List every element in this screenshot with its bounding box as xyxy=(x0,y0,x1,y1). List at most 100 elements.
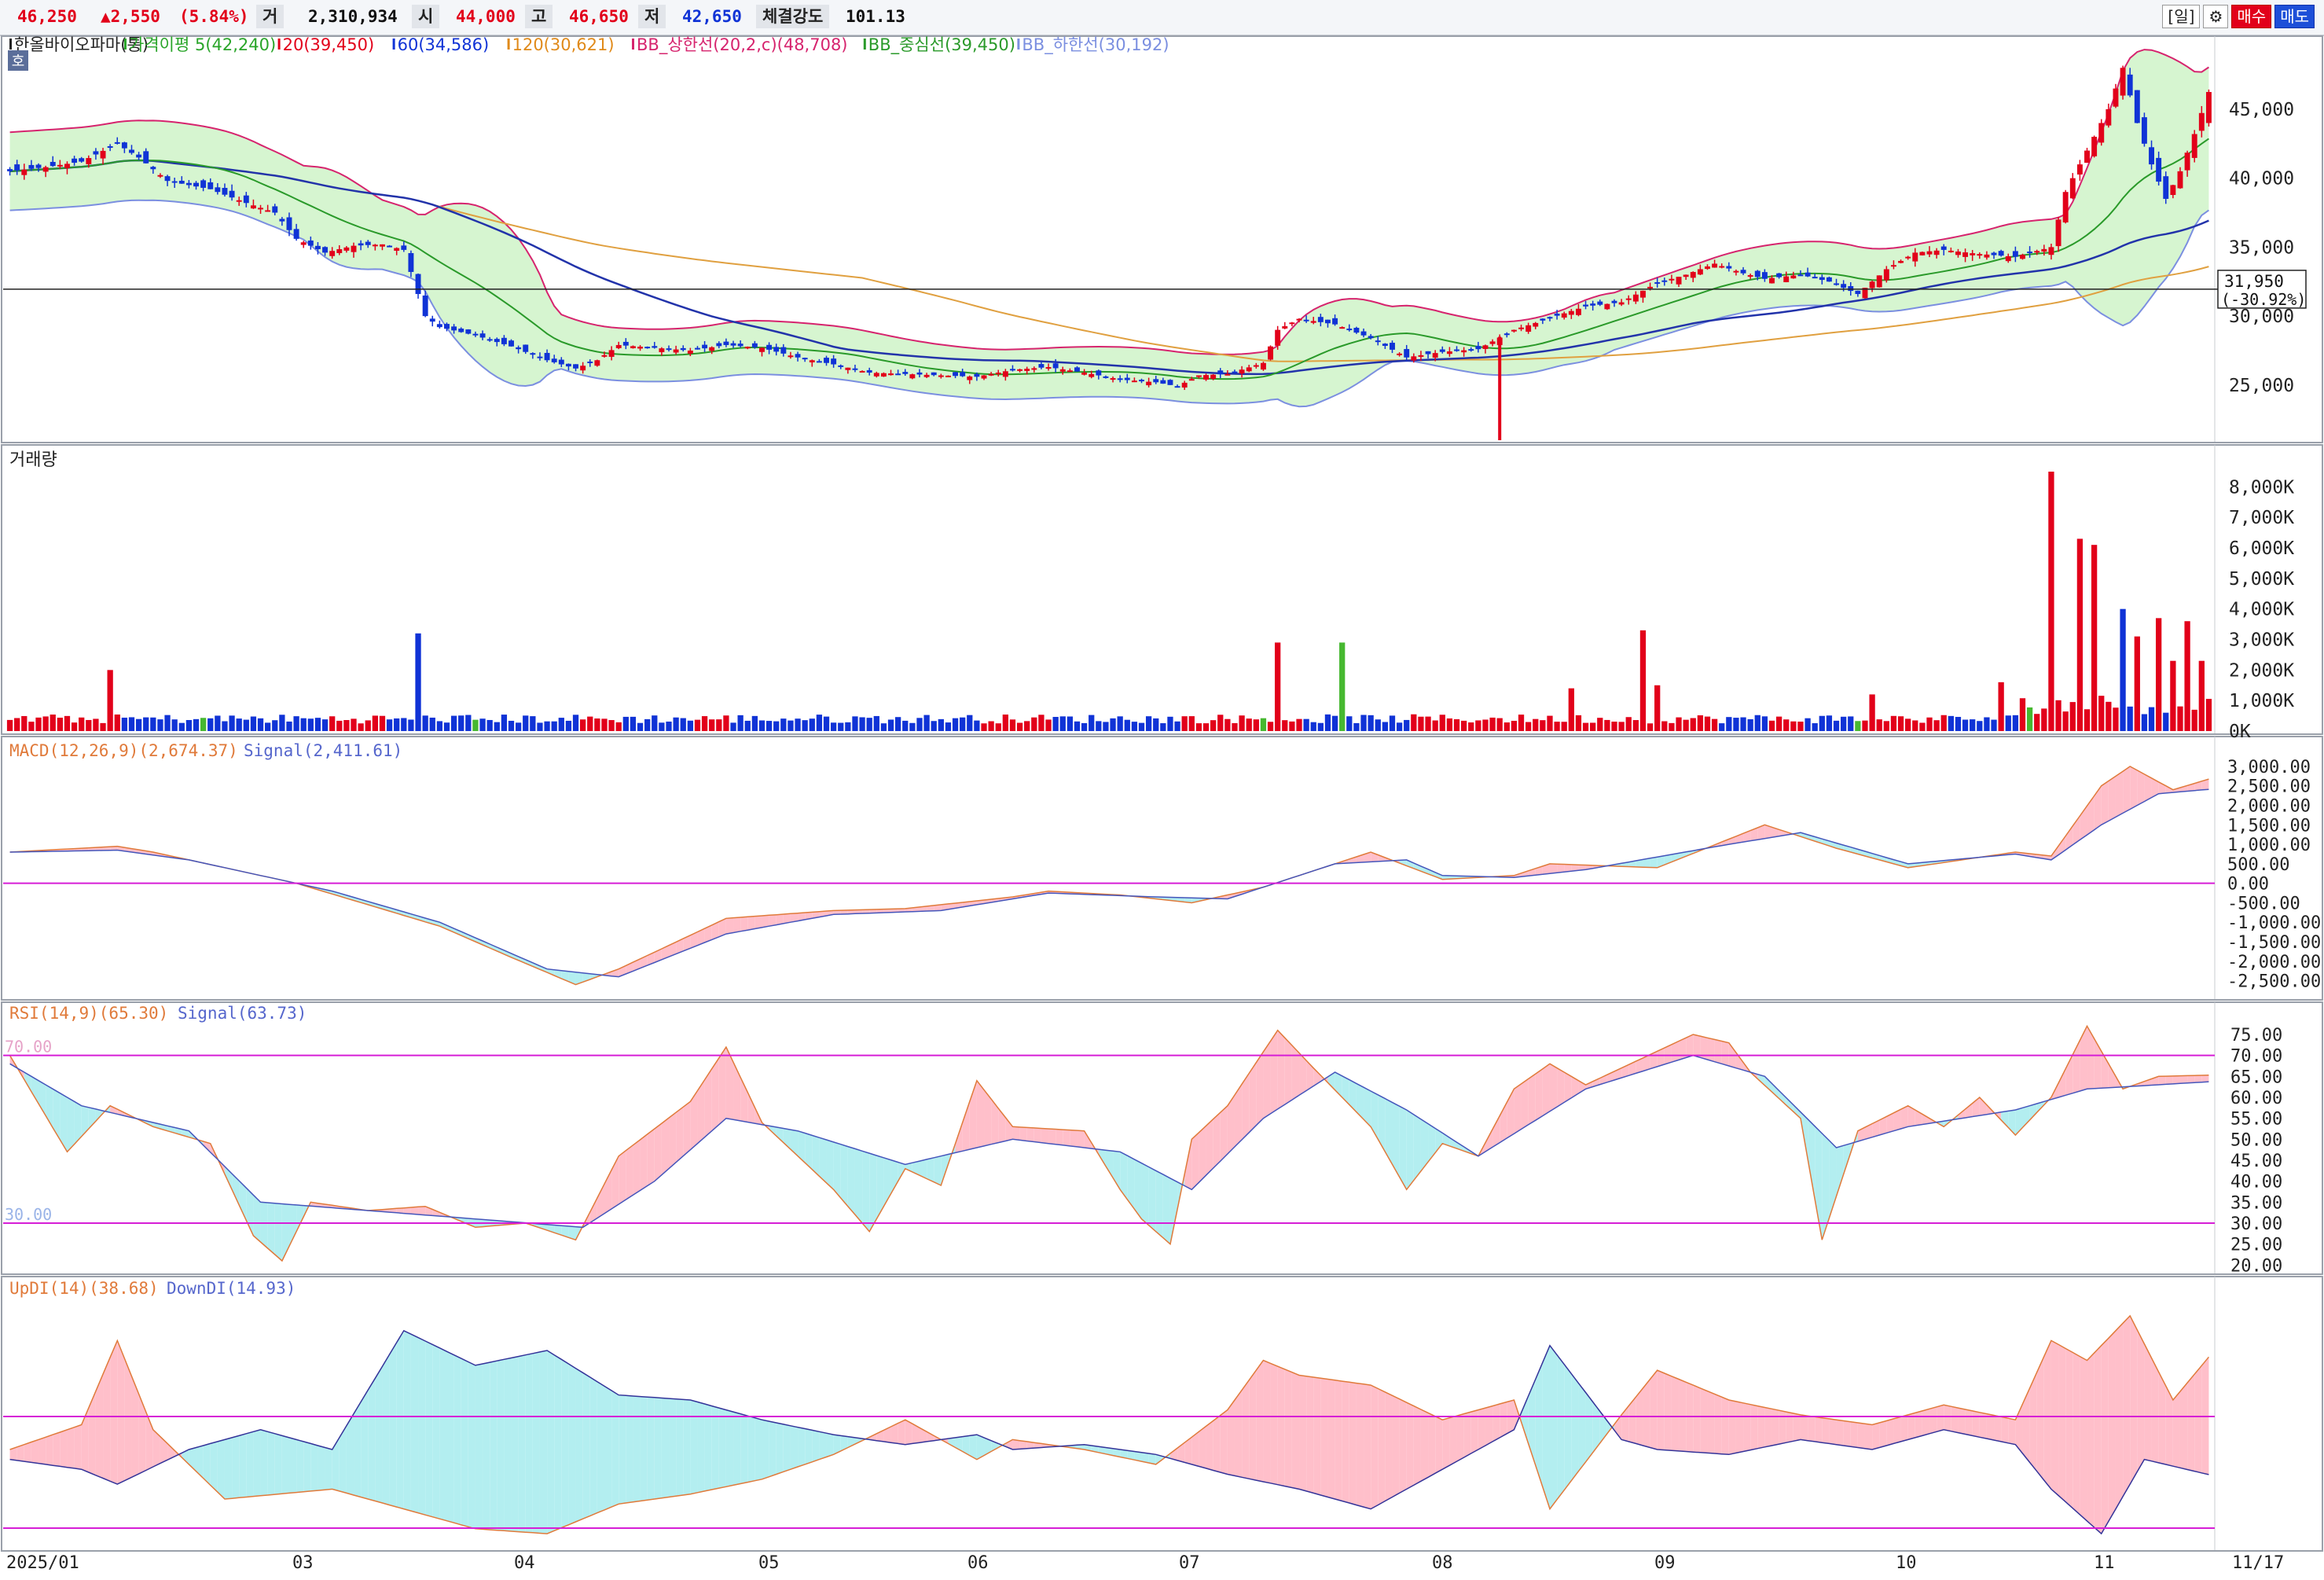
macd-histogram-area xyxy=(439,922,447,930)
macd-histogram-area xyxy=(798,913,806,921)
dmi-area xyxy=(1786,1412,1793,1443)
dmi-area xyxy=(1206,1420,1213,1471)
stock-chart[interactable]: 45,000 40,000 35,000 30,000 25,000 31,950 (-… xyxy=(0,35,2324,1552)
dmi-area xyxy=(1514,1400,1522,1430)
period-day-button[interactable]: [일] xyxy=(2162,5,2201,28)
macd-histogram-area xyxy=(2115,771,2124,818)
rsi-area xyxy=(919,1159,927,1179)
volume-bar xyxy=(1998,682,2004,731)
dmi-area xyxy=(812,1430,820,1462)
rsi-area xyxy=(1735,1053,1744,1071)
volume-bar xyxy=(429,717,435,731)
macd-histogram-area xyxy=(1378,854,1386,862)
volume-bar xyxy=(1618,722,1625,731)
candle-body xyxy=(1697,269,1703,275)
dmi-area xyxy=(1249,1370,1257,1481)
candle-body xyxy=(2048,247,2054,255)
dmi-area xyxy=(1664,1372,1672,1451)
candle-body xyxy=(300,242,307,245)
volume-bar xyxy=(2041,708,2047,731)
dmi-area xyxy=(504,1358,512,1531)
candle-body xyxy=(2156,157,2162,182)
volume-bar xyxy=(486,719,493,731)
volume-bar xyxy=(758,720,765,731)
candle-body xyxy=(838,365,844,367)
volume-bar xyxy=(730,722,736,731)
dmi-area xyxy=(1793,1413,1801,1442)
candle-body xyxy=(1224,373,1231,376)
macd-histogram-area xyxy=(382,906,390,912)
rsi-area xyxy=(1542,1064,1550,1116)
high-label: 고 xyxy=(525,5,553,28)
dmi-area xyxy=(1148,1453,1156,1464)
volume-bar xyxy=(1188,716,1195,731)
volume-bar xyxy=(86,719,92,731)
rsi-area xyxy=(267,1203,275,1255)
volume-bar xyxy=(243,719,249,731)
dmi-area xyxy=(361,1390,369,1499)
candle-body xyxy=(1418,355,1424,357)
macd-histogram-area xyxy=(2151,777,2159,798)
candle-body xyxy=(565,363,571,367)
dmi-area xyxy=(339,1425,347,1494)
dmi-area xyxy=(1385,1391,1393,1501)
rsi-tick-label: 35.00 xyxy=(2230,1193,2282,1213)
candle-body xyxy=(945,375,951,377)
candle-body xyxy=(960,372,966,377)
volume-bar xyxy=(14,718,20,731)
macd-histogram-area xyxy=(1428,869,1436,877)
dmi-area xyxy=(217,1439,225,1499)
volume-bar xyxy=(2019,698,2026,731)
volume-bar xyxy=(93,718,99,731)
volume-bar xyxy=(1331,715,1338,731)
candle-body xyxy=(773,347,780,352)
sell-button[interactable]: 매도 xyxy=(2274,5,2315,28)
dmi-area xyxy=(1406,1402,1414,1490)
dmi-area xyxy=(239,1433,247,1498)
candle-body xyxy=(2069,178,2076,199)
volume-bar xyxy=(1339,642,1346,731)
candle-body xyxy=(2205,92,2212,123)
rsi-area xyxy=(1134,1159,1142,1219)
buy-button[interactable]: 매수 xyxy=(2231,5,2272,28)
candle-body xyxy=(1425,351,1431,355)
volume-bar xyxy=(572,715,579,731)
dmi-area xyxy=(318,1445,325,1491)
rsi-area xyxy=(697,1079,705,1144)
candle-body xyxy=(1683,274,1689,277)
candle-body xyxy=(28,164,35,169)
volume-bar xyxy=(1984,717,1990,731)
rsi-area xyxy=(1657,1048,1665,1067)
candle-body xyxy=(608,350,615,357)
quote-badge[interactable] xyxy=(8,50,28,71)
macd-histogram-area xyxy=(2137,770,2145,806)
dmi-area xyxy=(1500,1402,1507,1438)
strength-label: 체결강도 xyxy=(756,5,830,28)
volume-bar xyxy=(1375,719,1381,731)
macd-signal-line xyxy=(9,788,2209,978)
macd-histogram-area xyxy=(332,891,340,897)
dmi-area xyxy=(611,1391,619,1508)
candle-body xyxy=(486,339,493,341)
rsi-area xyxy=(1485,1129,1493,1152)
rsi-tick-label: 40.00 xyxy=(2230,1173,2282,1192)
volume-bar xyxy=(1568,688,1574,731)
bollinger-lower-line xyxy=(9,199,2209,408)
volume-bar xyxy=(744,720,751,731)
candle-body xyxy=(343,247,350,251)
candle-body xyxy=(1210,374,1217,379)
macd-histogram-area xyxy=(890,909,898,913)
candle-body xyxy=(1933,250,1940,255)
macd-histogram-area xyxy=(103,847,111,851)
candle-body xyxy=(730,343,736,346)
volume-bar xyxy=(2148,707,2155,731)
candle-body xyxy=(1146,381,1152,386)
dmi-area xyxy=(833,1435,841,1455)
volume-bar xyxy=(1611,722,1617,731)
candle-body xyxy=(744,347,751,349)
candle-body xyxy=(164,176,171,182)
dmi-area xyxy=(840,1435,848,1451)
volume-bar xyxy=(1317,722,1324,731)
gear-icon[interactable]: ⚙ xyxy=(2203,5,2229,28)
rsi-area xyxy=(1206,1119,1213,1176)
